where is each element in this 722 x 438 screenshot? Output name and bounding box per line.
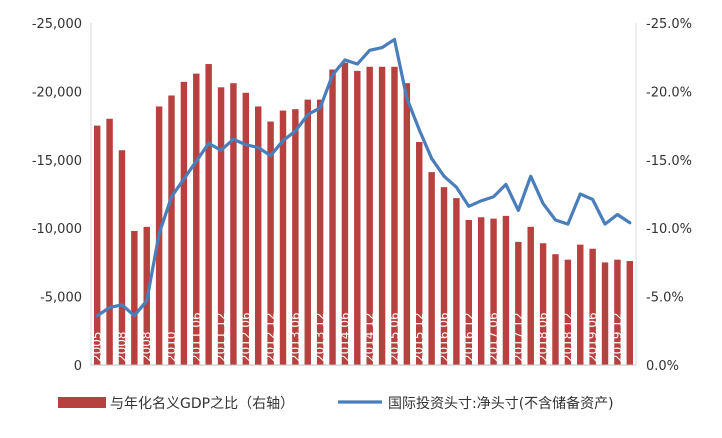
bar (168, 95, 175, 365)
bar (292, 109, 299, 366)
bar (180, 81, 188, 365)
bar (614, 259, 621, 365)
x-tick-label: 2012 12 (264, 312, 278, 362)
bar (118, 150, 126, 365)
x-tick-label: 2019 12 (610, 312, 624, 362)
bar (626, 261, 634, 365)
line-series-net-position (95, 37, 632, 318)
right-axis-tick-label: -15.0% (646, 154, 692, 169)
legend-line-label: 国际投资头寸:净头寸(不含储备资产) (388, 395, 614, 412)
x-tick-label: 2015 06 (387, 312, 401, 362)
bar (304, 99, 311, 366)
bar (577, 244, 584, 365)
right-axis-tick-label: -25.0% (646, 17, 692, 32)
bar (527, 226, 534, 365)
bar (477, 217, 485, 365)
right-axis-tick-label: 0.0% (646, 359, 679, 374)
bar (354, 70, 361, 365)
x-tick-label: 2019 06 (586, 312, 600, 362)
x-tick-label: 2015 12 (412, 312, 426, 362)
bar (341, 62, 349, 366)
right-axis-tick-label: -10.0% (646, 222, 692, 237)
bar (428, 172, 435, 365)
right-axis-ticks: 0.0% -5.0% -10.0% -15.0% -20.0% -25.0% (646, 17, 692, 374)
bar (106, 118, 113, 365)
x-tick-label: 2010 (165, 331, 179, 362)
bar (193, 73, 200, 366)
bar (403, 83, 411, 365)
legend-bar-label: 与年化名义GDP之比（右轴） (110, 396, 294, 412)
left-axis-tick-label: 0 (74, 359, 82, 374)
bar (279, 110, 287, 365)
bar (589, 248, 596, 365)
bar (515, 241, 522, 365)
x-tick-label: 2005 (90, 331, 104, 362)
bar (316, 99, 324, 366)
left-axis-tick-label: -15,000 (32, 154, 82, 169)
left-axis-tick-label: -5,000 (40, 291, 82, 306)
left-axis-tick-label: -25,000 (32, 17, 82, 32)
bar (366, 66, 373, 365)
bar (453, 198, 460, 365)
bar (131, 230, 138, 365)
x-tick-label: 2017 12 (511, 312, 525, 362)
bar (217, 87, 225, 366)
x-tick-label: 2014 12 (363, 312, 377, 362)
x-tick-label: 2008 (140, 331, 154, 362)
x-tick-labels: 2005 2008 2008 2010 2011 06 2011 12 2012 06 201… (90, 312, 624, 362)
bar (502, 215, 510, 365)
bar (490, 218, 497, 365)
x-tick-label: 2011 06 (189, 312, 203, 362)
bar (601, 262, 609, 365)
bar (93, 125, 101, 365)
x-tick-label: 2018 06 (536, 312, 550, 362)
legend: 与年化名义GDP之比（右轴） 国际投资头寸:净头寸(不含储备资产) (58, 395, 614, 412)
bar (539, 243, 547, 365)
bar (267, 121, 274, 365)
x-tick-label: 2014 06 (338, 312, 352, 362)
bar (242, 92, 250, 366)
bar (440, 187, 448, 365)
right-axis-tick-label: -5.0% (646, 291, 684, 306)
bar (205, 64, 212, 365)
x-tick-label: 2012 06 (239, 312, 253, 362)
right-axis-tick-label: -20.0% (646, 85, 692, 100)
legend-bar-swatch (58, 397, 106, 408)
bar (391, 66, 398, 365)
x-tick-label: 2013 12 (313, 312, 327, 362)
bar (378, 66, 386, 365)
x-tick-label: 2011 12 (214, 312, 228, 362)
bar (329, 69, 336, 365)
bar (230, 83, 237, 365)
left-axis-tick-label: -10,000 (32, 222, 82, 237)
bar (552, 254, 559, 365)
x-tick-label: 2013 06 (288, 312, 302, 362)
left-axis-tick-label: -20,000 (32, 85, 82, 100)
bar (465, 219, 472, 365)
x-tick-label: 2008 (115, 331, 129, 362)
x-tick-label: 2016 12 (462, 312, 476, 362)
bar (416, 142, 423, 365)
x-tick-label: 2016 06 (437, 312, 451, 362)
bar (255, 106, 262, 365)
bars-layer (93, 62, 634, 366)
x-tick-label: 2017 06 (487, 312, 501, 362)
x-tick-label: 2018 12 (561, 312, 575, 362)
left-axis-ticks: 0 -5,000 -10,000 -15,000 -20,000 -25,000 (32, 17, 82, 374)
bar (564, 259, 572, 365)
